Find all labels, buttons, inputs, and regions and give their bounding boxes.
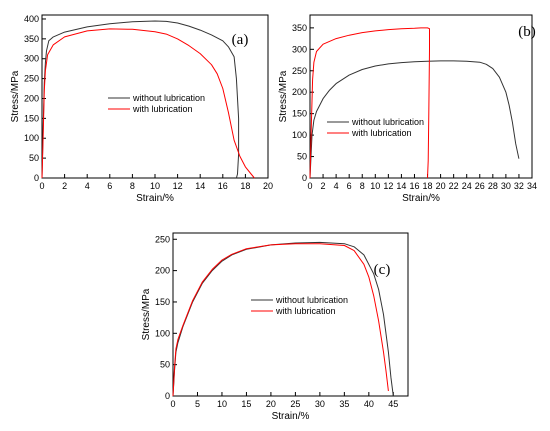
x-tick-label: 2	[321, 181, 326, 191]
x-tick-label: 14	[195, 181, 205, 191]
y-tick-label: 250	[155, 234, 170, 244]
x-tick-label: 0	[170, 399, 175, 409]
panel-label: (a)	[232, 32, 249, 48]
x-tick-label: 16	[218, 181, 228, 191]
y-tick-label: 0	[34, 173, 39, 183]
y-tick-label: 100	[155, 328, 170, 338]
x-tick-label: 4	[85, 181, 90, 191]
x-tick-label: 5	[195, 399, 200, 409]
x-tick-label: 16	[409, 181, 419, 191]
x-axis-title: Strain/%	[136, 193, 174, 204]
x-tick-label: 15	[241, 399, 251, 409]
x-tick-label: 0	[39, 181, 44, 191]
x-tick-label: 18	[423, 181, 433, 191]
y-axis-title: Stress/MPa	[10, 70, 21, 122]
x-tick-label: 18	[240, 181, 250, 191]
y-tick-label: 350	[292, 23, 307, 33]
y-tick-label: 100	[292, 130, 307, 140]
series-line-with-lubrication	[172, 243, 389, 397]
x-tick-label: 0	[307, 181, 312, 191]
y-tick-label: 300	[24, 54, 39, 64]
chart-panel-c: 0 5 10 15 20 25 30 35 40 45 0 50 100 150 200 250 Strain/…	[141, 232, 409, 422]
x-tick-label: 24	[462, 181, 472, 191]
x-tick-label: 30	[501, 181, 511, 191]
y-tick-label: 200	[155, 266, 170, 276]
x-tick-label: 14	[396, 181, 406, 191]
panel-label: (b)	[518, 24, 536, 40]
legend-label: without lubrication	[275, 295, 348, 305]
x-tick-label: 28	[488, 181, 498, 191]
y-tick-label: 400	[24, 14, 39, 24]
y-tick-label: 150	[292, 109, 307, 119]
x-tick-label: 12	[173, 181, 183, 191]
y-tick-label: 250	[24, 74, 39, 84]
x-tick-label: 34	[527, 181, 537, 191]
x-tick-label: 30	[315, 399, 325, 409]
legend-label: without lubrication	[351, 117, 424, 127]
series-line-without-lubrication	[309, 60, 520, 179]
series-line-without-lubrication	[41, 20, 240, 179]
series-line-with-lubrication	[41, 28, 255, 179]
x-tick-label: 12	[383, 181, 393, 191]
y-axis-title: Stress/MPa	[278, 70, 289, 122]
x-tick-label: 8	[360, 181, 365, 191]
y-tick-label: 350	[24, 34, 39, 44]
y-tick-label: 50	[160, 360, 170, 370]
x-tick-label: 6	[107, 181, 112, 191]
y-tick-label: 250	[292, 66, 307, 76]
x-tick-label: 26	[475, 181, 485, 191]
x-tick-label: 32	[514, 181, 524, 191]
series-line-with-lubrication	[309, 27, 430, 179]
x-tick-label: 45	[388, 399, 398, 409]
y-tick-label: 100	[24, 133, 39, 143]
y-tick-label: 150	[155, 297, 170, 307]
x-tick-label: 25	[290, 399, 300, 409]
chart-panel-a: 0 2 4 6 8 10 12 14 16 18 2005010015020025030035040…	[10, 14, 273, 204]
x-tick-label: 40	[364, 399, 374, 409]
y-tick-label: 0	[302, 173, 307, 183]
y-tick-label: 50	[297, 152, 307, 162]
x-axis-title: Strain/%	[272, 411, 310, 422]
x-tick-label: 20	[266, 399, 276, 409]
x-tick-label: 10	[217, 399, 227, 409]
legend-label: with lubrication	[275, 306, 336, 316]
x-tick-label: 10	[150, 181, 160, 191]
chart-panel-b: 0 2 4 6 8 10 12 14 16 18 20 22 24 26 28 30 32 34050100150…	[278, 14, 537, 204]
legend-label: without lubrication	[132, 93, 205, 103]
x-tick-label: 2	[62, 181, 67, 191]
x-tick-label: 20	[263, 181, 273, 191]
y-tick-label: 0	[165, 391, 170, 401]
panel-label: (c)	[374, 262, 391, 278]
x-tick-label: 6	[347, 181, 352, 191]
y-tick-label: 150	[24, 113, 39, 123]
legend-label: with lubrication	[132, 104, 193, 114]
x-axis-title: Strain/%	[402, 193, 440, 204]
plot-frame	[172, 232, 409, 397]
y-tick-label: 200	[292, 87, 307, 97]
series-line-without-lubrication	[172, 241, 394, 397]
x-tick-label: 8	[130, 181, 135, 191]
y-tick-label: 50	[29, 153, 39, 163]
x-tick-label: 22	[449, 181, 459, 191]
x-tick-label: 10	[370, 181, 380, 191]
y-axis-title: Stress/MPa	[141, 288, 152, 340]
x-tick-label: 20	[436, 181, 446, 191]
y-tick-label: 300	[292, 44, 307, 54]
legend-label: with lubrication	[351, 128, 412, 138]
y-tick-label: 200	[24, 93, 39, 103]
x-tick-label: 4	[334, 181, 339, 191]
x-tick-label: 35	[339, 399, 349, 409]
plot-frame	[309, 14, 533, 179]
